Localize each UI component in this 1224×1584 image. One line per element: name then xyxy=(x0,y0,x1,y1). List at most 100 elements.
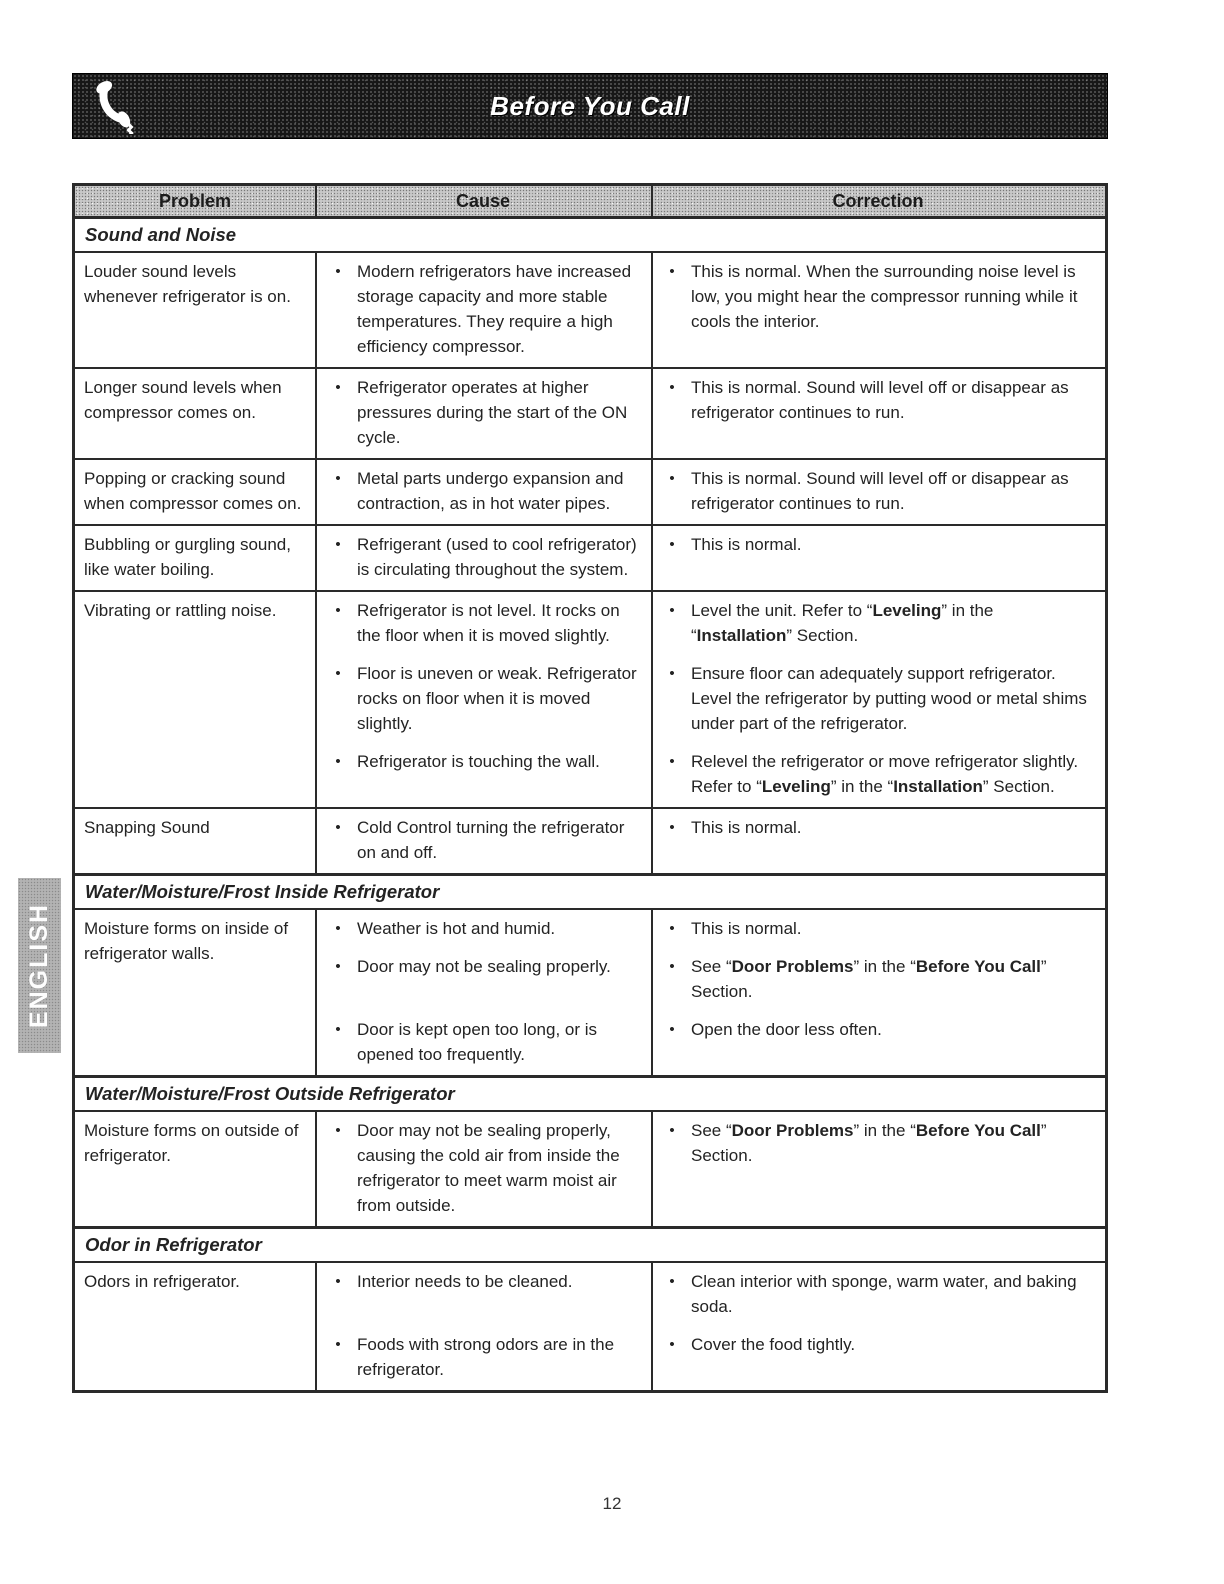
correction-cell-text: This is normal. xyxy=(691,535,802,554)
cause-correction-pair: • Door may not be sealing properly, causi… xyxy=(315,1118,1105,1218)
cause-cell: • Foods with strong odors are in the refr… xyxy=(315,1332,651,1382)
cause-cell: • Cold Control turning the refrigerator o… xyxy=(315,815,651,865)
cause-cell: • Modern refrigerators have increased sto… xyxy=(315,259,651,359)
correction-cell: • Ensure floor can adequately support ref… xyxy=(651,661,1105,736)
cause-correction-pair: • Interior needs to be cleaned. • Clean int… xyxy=(315,1269,1105,1319)
bullet-icon: • xyxy=(335,819,341,836)
problem-cell: Vibrating or rattling noise. xyxy=(84,601,277,620)
cause-correction-pair: • Door may not be sealing properly. • See “… xyxy=(315,954,1105,1004)
bullet-icon: • xyxy=(335,753,341,770)
table-row: Snapping Sound • Cold Control turning the … xyxy=(75,809,1105,875)
correction-cell-text: Level the unit. Refer to “Leveling” in t… xyxy=(691,601,994,645)
bullet-icon: • xyxy=(669,263,675,280)
bullet-icon: • xyxy=(669,1273,675,1290)
bullet-icon: • xyxy=(335,379,341,396)
cause-correction-pair: • Refrigerator is touching the wall. • Rele… xyxy=(315,749,1105,799)
correction-cell: • Relevel the refrigerator or move refrig… xyxy=(651,749,1105,799)
page-title: Before You Call xyxy=(490,90,690,121)
problem-cell: Longer sound levels when compressor come… xyxy=(84,378,282,422)
cause-cell: • Refrigerator is touching the wall. xyxy=(315,749,651,774)
cause-cell: • Floor is uneven or weak. Refrigerator r… xyxy=(315,661,651,736)
bullet-icon: • xyxy=(335,665,341,682)
language-tab: ENGLISH xyxy=(18,878,61,1053)
correction-cell-text: This is normal. xyxy=(691,818,802,837)
table-row: Moisture forms on outside of refrigerato… xyxy=(75,1112,1105,1228)
cause-cell-text: Door is kept open too long, or is opened… xyxy=(357,1020,598,1064)
correction-cell-text: Relevel the refrigerator or move refrige… xyxy=(691,752,1079,796)
bullet-icon: • xyxy=(335,958,341,975)
cause-correction-pair: • Foods with strong odors are in the refr… xyxy=(315,1332,1105,1382)
bullet-icon: • xyxy=(669,819,675,836)
correction-cell: • Cover the food tightly. xyxy=(651,1332,1105,1357)
cause-correction-pair: • Refrigerant (used to cool refrigerator)… xyxy=(315,532,1105,582)
cause-cell: • Interior needs to be cleaned. xyxy=(315,1269,651,1294)
problem-cell: Odors in refrigerator. xyxy=(84,1272,240,1291)
correction-cell: • This is normal. When the surrounding no… xyxy=(651,259,1105,334)
bullet-icon: • xyxy=(669,958,675,975)
cause-cell: • Weather is hot and humid. xyxy=(315,916,651,941)
cause-cell: • Door may not be sealing properly, causi… xyxy=(315,1118,651,1218)
cause-cell-text: Refrigerator operates at higher pressure… xyxy=(357,378,628,447)
correction-cell: • See “Door Problems” in the “Before You … xyxy=(651,954,1105,1004)
bullet-icon: • xyxy=(669,470,675,487)
cause-cell-text: Door may not be sealing properly, causin… xyxy=(357,1121,620,1215)
problem-cell: Louder sound levels whenever refrigerato… xyxy=(84,262,291,306)
cause-cell-text: Foods with strong odors are in the refri… xyxy=(357,1335,615,1379)
bullet-icon: • xyxy=(335,1336,341,1353)
correction-cell-text: Clean interior with sponge, warm water, … xyxy=(691,1272,1077,1316)
bullet-icon: • xyxy=(335,1021,341,1038)
table-body: Sound and Noise Louder sound levels whene… xyxy=(75,218,1105,1390)
table-row: Longer sound levels when compressor come… xyxy=(75,369,1105,460)
cause-cell-text: Interior needs to be cleaned. xyxy=(357,1272,573,1291)
bullet-icon: • xyxy=(669,1021,675,1038)
column-header-cause: Cause xyxy=(455,190,511,211)
problem-cell: Popping or cracking sound when compresso… xyxy=(84,469,302,513)
correction-cell: • This is normal. Sound will level off or… xyxy=(651,375,1105,425)
table-row: Vibrating or rattling noise. • Refrigerato… xyxy=(75,592,1105,809)
cause-cell: • Door may not be sealing properly. xyxy=(315,954,651,979)
correction-cell: • Clean interior with sponge, warm water,… xyxy=(651,1269,1105,1319)
cause-correction-pairs: • Refrigerator is not level. It rocks on … xyxy=(315,592,1105,807)
cause-cell-text: Refrigerator is not level. It rocks on t… xyxy=(357,601,620,645)
cause-cell: • Refrigerant (used to cool refrigerator)… xyxy=(315,532,651,582)
problem-cell: Snapping Sound xyxy=(84,818,210,837)
correction-cell: • This is normal. xyxy=(651,815,1105,840)
bullet-icon: • xyxy=(335,263,341,280)
bullet-icon: • xyxy=(335,470,341,487)
correction-cell: • This is normal. xyxy=(651,916,1105,941)
correction-cell-text: Cover the food tightly. xyxy=(691,1335,856,1354)
cause-cell-text: Floor is uneven or weak. Refrigerator ro… xyxy=(357,664,637,733)
correction-cell-text: This is normal. Sound will level off or … xyxy=(691,378,1069,422)
bullet-icon: • xyxy=(669,1122,675,1139)
correction-cell-text: See “Door Problems” in the “Before You C… xyxy=(691,1121,1047,1165)
bullet-icon: • xyxy=(669,379,675,396)
cause-correction-pair: • Modern refrigerators have increased sto… xyxy=(315,259,1105,359)
cause-correction-pair: • Cold Control turning the refrigerator o… xyxy=(315,815,1105,865)
bullet-icon: • xyxy=(335,602,341,619)
cause-correction-pair: • Refrigerator operates at higher pressur… xyxy=(315,375,1105,450)
problem-cell: Bubbling or gurgling sound, like water b… xyxy=(84,535,291,579)
cause-correction-pairs: • Metal parts undergo expansion and contr… xyxy=(315,460,1105,524)
correction-cell-text: See “Door Problems” in the “Before You C… xyxy=(691,957,1047,1001)
problem-cell: Moisture forms on outside of refrigerato… xyxy=(84,1121,299,1165)
table-row: Moisture forms on inside of refrigerator… xyxy=(75,910,1105,1077)
phone-handset-icon xyxy=(89,80,147,138)
cause-correction-pair: • Floor is uneven or weak. Refrigerator r… xyxy=(315,661,1105,736)
bullet-icon: • xyxy=(669,536,675,553)
page-header-bar: Before You Call xyxy=(72,73,1108,139)
cause-cell-text: Cold Control turning the refrigerator on… xyxy=(357,818,625,862)
cause-correction-pairs: • Cold Control turning the refrigerator o… xyxy=(315,809,1105,873)
table-row: Louder sound levels whenever refrigerato… xyxy=(75,253,1105,369)
cause-cell: • Refrigerator is not level. It rocks on … xyxy=(315,598,651,648)
table-row: Popping or cracking sound when compresso… xyxy=(75,460,1105,526)
bullet-icon: • xyxy=(335,536,341,553)
bullet-icon: • xyxy=(335,1273,341,1290)
correction-cell: • Level the unit. Refer to “Leveling” in … xyxy=(651,598,1105,648)
correction-cell-text: This is normal. xyxy=(691,919,802,938)
bullet-icon: • xyxy=(669,665,675,682)
bullet-icon: • xyxy=(669,920,675,937)
cause-correction-pairs: • Interior needs to be cleaned. • Clean int… xyxy=(315,1263,1105,1390)
cause-correction-pair: • Refrigerator is not level. It rocks on … xyxy=(315,598,1105,648)
cause-cell-text: Refrigerator is touching the wall. xyxy=(357,752,600,771)
cause-correction-pair: • Door is kept open too long, or is opene… xyxy=(315,1017,1105,1067)
